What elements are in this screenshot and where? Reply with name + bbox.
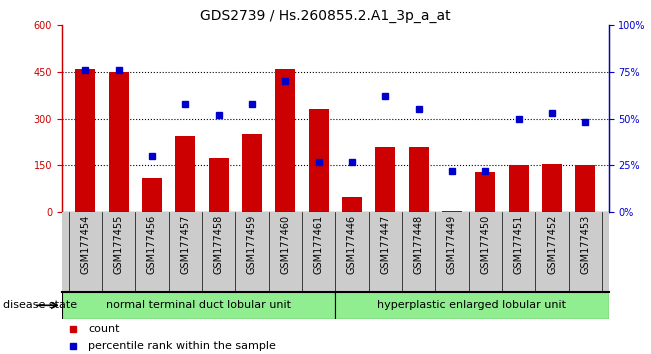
Text: hyperplastic enlarged lobular unit: hyperplastic enlarged lobular unit (378, 300, 566, 310)
Text: disease state: disease state (3, 300, 77, 310)
Text: GSM177448: GSM177448 (413, 215, 424, 274)
Bar (275, 69, 296, 212)
Text: percentile rank within the sample: percentile rank within the sample (88, 341, 276, 351)
Bar (442, 211, 462, 212)
Text: GSM177453: GSM177453 (580, 215, 590, 274)
Text: GSM177452: GSM177452 (547, 215, 557, 274)
Bar (109, 72, 128, 212)
Text: GSM177460: GSM177460 (280, 215, 290, 274)
Bar (309, 109, 329, 212)
Bar (375, 147, 395, 212)
Bar (508, 165, 529, 212)
Text: count: count (88, 324, 120, 333)
Bar (342, 197, 362, 212)
Text: GSM177457: GSM177457 (180, 215, 190, 274)
Bar (142, 178, 162, 212)
Bar (242, 134, 262, 212)
Bar (575, 165, 596, 212)
Text: GSM177450: GSM177450 (480, 215, 490, 274)
Text: GSM177454: GSM177454 (80, 215, 90, 274)
Bar (335, 292, 609, 319)
Text: GSM177456: GSM177456 (147, 215, 157, 274)
Text: GSM177451: GSM177451 (514, 215, 523, 274)
Text: GDS2739 / Hs.260855.2.A1_3p_a_at: GDS2739 / Hs.260855.2.A1_3p_a_at (201, 9, 450, 23)
Bar (208, 158, 229, 212)
Text: GSM177455: GSM177455 (113, 215, 124, 274)
Bar (175, 136, 195, 212)
Bar (409, 147, 428, 212)
Bar (75, 69, 95, 212)
Text: GSM177458: GSM177458 (214, 215, 223, 274)
Text: normal terminal duct lobular unit: normal terminal duct lobular unit (106, 300, 291, 310)
Bar (475, 172, 495, 212)
Bar (542, 164, 562, 212)
Bar (62, 292, 335, 319)
Text: GSM177449: GSM177449 (447, 215, 457, 274)
Text: GSM177446: GSM177446 (347, 215, 357, 274)
Text: GSM177447: GSM177447 (380, 215, 391, 274)
Text: GSM177461: GSM177461 (314, 215, 324, 274)
Text: GSM177459: GSM177459 (247, 215, 257, 274)
